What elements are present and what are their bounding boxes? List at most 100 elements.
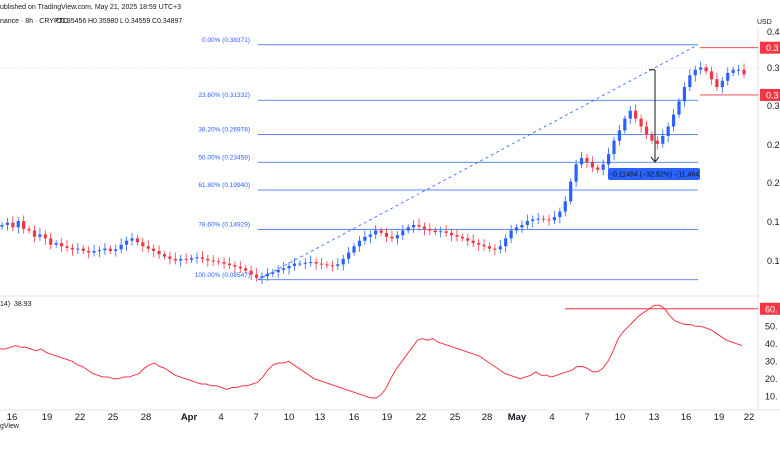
candle-body[interactable] (736, 69, 741, 71)
candle-body[interactable] (655, 140, 659, 144)
candle-body[interactable] (97, 250, 102, 252)
candle-body[interactable] (0, 224, 4, 227)
candle-body[interactable] (601, 164, 605, 170)
candle-body[interactable] (720, 80, 724, 88)
candle-body[interactable] (531, 219, 535, 222)
candle-body[interactable] (693, 69, 697, 76)
candle-body[interactable] (238, 266, 242, 269)
candle-body[interactable] (623, 118, 627, 131)
candle-body[interactable] (547, 219, 551, 221)
candle-body[interactable] (558, 211, 562, 218)
candle-body[interactable] (709, 71, 714, 80)
candle-body[interactable] (401, 230, 405, 236)
candle-body[interactable] (671, 114, 676, 127)
candle-body[interactable] (417, 224, 421, 227)
candle-body[interactable] (661, 135, 665, 144)
candle-body[interactable] (81, 248, 85, 251)
fibonacci-retracement[interactable]: 0.00% (0.38371) 23.60% (0.31332) 38.20% (0… (195, 37, 699, 281)
candle-body[interactable] (11, 222, 15, 228)
candle-body[interactable] (634, 110, 638, 119)
candle-body[interactable] (384, 232, 389, 237)
candle-body[interactable] (628, 110, 632, 119)
candle-body[interactable] (65, 246, 69, 248)
candle-body[interactable] (114, 249, 118, 251)
candle-body[interactable] (38, 234, 42, 237)
candle-body[interactable] (542, 218, 546, 220)
candle-body[interactable] (265, 273, 269, 277)
candle-body[interactable] (162, 254, 167, 257)
candle-body[interactable] (141, 242, 145, 247)
candle-body[interactable] (639, 118, 643, 127)
price-tag[interactable] (760, 41, 780, 54)
candle-body[interactable] (152, 248, 156, 251)
candle-body[interactable] (222, 262, 226, 264)
candle-body[interactable] (368, 234, 372, 237)
candle-body[interactable] (379, 230, 383, 233)
candle-body[interactable] (731, 69, 735, 73)
candle-body[interactable] (363, 236, 367, 241)
candle-body[interactable] (5, 222, 10, 225)
candle-body[interactable] (314, 262, 318, 264)
candle-body[interactable] (43, 234, 47, 239)
candle-body[interactable] (644, 126, 649, 135)
candle-body[interactable] (70, 247, 75, 250)
candle-body[interactable] (217, 261, 221, 263)
candle-body[interactable] (520, 224, 524, 228)
rsi-pane[interactable]: 14) 38.93 60. 50. 40. 30. 20. 10. (0, 301, 780, 401)
candle-body[interactable] (742, 69, 746, 75)
candle-body[interactable] (341, 258, 345, 265)
candle-body[interactable] (227, 263, 232, 266)
candle-body[interactable] (412, 224, 416, 228)
candle-body[interactable] (704, 67, 708, 72)
candle-body[interactable] (336, 264, 340, 266)
candle-body[interactable] (726, 72, 730, 81)
candle-body[interactable] (579, 158, 584, 165)
candle-body[interactable] (244, 268, 248, 271)
rsi-line[interactable] (0, 304, 743, 399)
candle-body[interactable] (536, 218, 540, 220)
candle-body[interactable] (292, 263, 297, 266)
candle-body[interactable] (276, 269, 280, 273)
candle-body[interactable] (325, 264, 329, 266)
candle-body[interactable] (390, 236, 394, 239)
candle-body[interactable] (103, 248, 107, 251)
candle-body[interactable] (449, 232, 454, 236)
candle-body[interactable] (444, 231, 448, 233)
candles[interactable] (0, 61, 746, 285)
candle-body[interactable] (189, 258, 194, 260)
candle-body[interactable] (590, 161, 594, 168)
candle-body[interactable] (471, 240, 475, 244)
time-axis[interactable]: 16 19 22 25 28 Apr 4 7 10 13 16 19 22 25 28 May 4 7 10 13 16… (7, 412, 755, 423)
candle-body[interactable] (455, 235, 459, 237)
candle-body[interactable] (493, 248, 497, 250)
candle-body[interactable] (173, 258, 177, 261)
price-axis[interactable]: 0.40.30.30.20.20.10.10.30.3 (760, 27, 780, 266)
candle-body[interactable] (27, 228, 31, 231)
candle-body[interactable] (168, 256, 172, 259)
candle-body[interactable] (585, 158, 589, 162)
candle-body[interactable] (352, 246, 356, 253)
candle-body[interactable] (509, 230, 513, 239)
candle-body[interactable] (135, 238, 140, 243)
candle-body[interactable] (157, 250, 161, 255)
candle-body[interactable] (552, 217, 557, 221)
candle-body[interactable] (179, 258, 183, 261)
candle-body[interactable] (514, 227, 519, 231)
price-tag[interactable] (760, 88, 780, 101)
candle-body[interactable] (439, 231, 443, 233)
candle-body[interactable] (395, 235, 399, 239)
candle-body[interactable] (699, 67, 703, 70)
candle-body[interactable] (59, 243, 64, 247)
candle-body[interactable] (249, 270, 253, 275)
candle-body[interactable] (682, 87, 687, 102)
candle-body[interactable] (108, 248, 112, 251)
candle-body[interactable] (54, 243, 58, 245)
candle-body[interactable] (650, 134, 654, 141)
candle-body[interactable] (504, 238, 508, 247)
candle-body[interactable] (298, 263, 302, 265)
candle-body[interactable] (374, 230, 378, 235)
annotations[interactable]: −0.11484 (−32.92%) −11,464 (608, 47, 758, 180)
candle-body[interactable] (677, 101, 681, 115)
fib-trend-line[interactable] (257, 44, 699, 281)
candle-body[interactable] (569, 181, 573, 202)
